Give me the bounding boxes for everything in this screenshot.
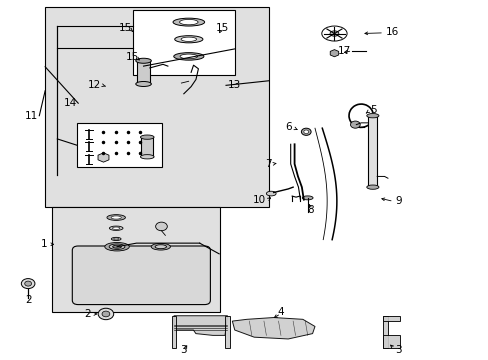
Ellipse shape — [112, 245, 121, 248]
Ellipse shape — [109, 244, 124, 249]
Text: 7: 7 — [264, 159, 271, 169]
Ellipse shape — [111, 237, 121, 240]
Ellipse shape — [302, 196, 312, 200]
Circle shape — [301, 128, 310, 135]
Text: 11: 11 — [24, 111, 38, 121]
Ellipse shape — [113, 238, 119, 240]
Ellipse shape — [136, 81, 151, 86]
Text: 15: 15 — [216, 23, 229, 33]
Polygon shape — [382, 316, 387, 348]
Ellipse shape — [329, 31, 338, 36]
Bar — [132, 10, 234, 75]
Ellipse shape — [136, 58, 151, 63]
Ellipse shape — [155, 245, 166, 249]
Ellipse shape — [111, 216, 121, 219]
Circle shape — [25, 281, 31, 286]
Circle shape — [21, 279, 35, 289]
Ellipse shape — [266, 191, 276, 196]
Ellipse shape — [173, 53, 203, 60]
Text: 15: 15 — [119, 23, 132, 33]
Polygon shape — [174, 316, 227, 336]
Text: 4: 4 — [277, 307, 284, 317]
Bar — [141, 137, 153, 157]
Ellipse shape — [140, 135, 154, 139]
Ellipse shape — [112, 227, 120, 229]
Text: 8: 8 — [306, 205, 313, 215]
FancyBboxPatch shape — [72, 246, 210, 305]
Text: 14: 14 — [63, 98, 77, 108]
Polygon shape — [232, 318, 314, 339]
Text: 2: 2 — [84, 309, 91, 319]
Polygon shape — [171, 316, 176, 348]
Polygon shape — [382, 336, 399, 348]
Circle shape — [303, 130, 308, 134]
Text: 13: 13 — [227, 80, 240, 90]
Ellipse shape — [180, 54, 197, 59]
Text: 3: 3 — [394, 345, 401, 355]
Circle shape — [102, 311, 110, 317]
Ellipse shape — [366, 113, 378, 118]
Ellipse shape — [181, 37, 196, 41]
Text: 5: 5 — [369, 105, 376, 115]
Text: 17: 17 — [338, 46, 351, 56]
Ellipse shape — [366, 185, 378, 189]
Ellipse shape — [151, 243, 170, 250]
Ellipse shape — [173, 18, 204, 26]
Text: 10: 10 — [253, 195, 266, 204]
Text: 12: 12 — [88, 80, 101, 90]
Polygon shape — [382, 316, 399, 321]
Bar — [52, 207, 220, 312]
Text: 15: 15 — [126, 52, 139, 62]
Bar — [77, 123, 162, 167]
Text: 6: 6 — [285, 122, 291, 132]
Polygon shape — [224, 316, 229, 348]
Text: 2: 2 — [25, 295, 31, 305]
Ellipse shape — [109, 226, 123, 230]
Circle shape — [98, 308, 114, 320]
Bar — [368, 116, 376, 187]
Text: 9: 9 — [394, 197, 401, 206]
Text: 3: 3 — [180, 345, 186, 355]
Ellipse shape — [104, 243, 129, 251]
Circle shape — [350, 121, 360, 128]
Ellipse shape — [140, 155, 154, 159]
Bar — [137, 61, 150, 84]
Text: 16: 16 — [385, 27, 398, 37]
Circle shape — [155, 222, 167, 231]
Ellipse shape — [174, 36, 203, 43]
Ellipse shape — [179, 19, 198, 25]
Text: 1: 1 — [41, 239, 47, 249]
Ellipse shape — [107, 215, 125, 220]
Bar — [45, 7, 268, 207]
